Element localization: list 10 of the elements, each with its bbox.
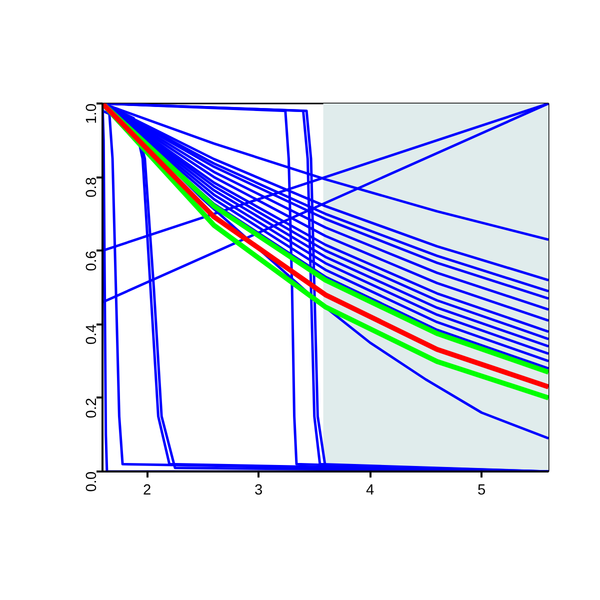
- y-tick-label: 0.8: [84, 177, 100, 198]
- y-tick-label: 0.4: [84, 324, 100, 345]
- x-tick-label: 5: [478, 482, 486, 498]
- x-tick-label: 2: [143, 482, 152, 498]
- y-tick-label: 1.0: [84, 104, 100, 124]
- x-tick-label: 3: [254, 482, 263, 498]
- y-tick-label: 0.2: [84, 398, 100, 418]
- y-tick-label: 0.0: [84, 472, 100, 492]
- y-tick-label: 0.6: [84, 250, 100, 272]
- x-tick-label: 4: [366, 482, 374, 498]
